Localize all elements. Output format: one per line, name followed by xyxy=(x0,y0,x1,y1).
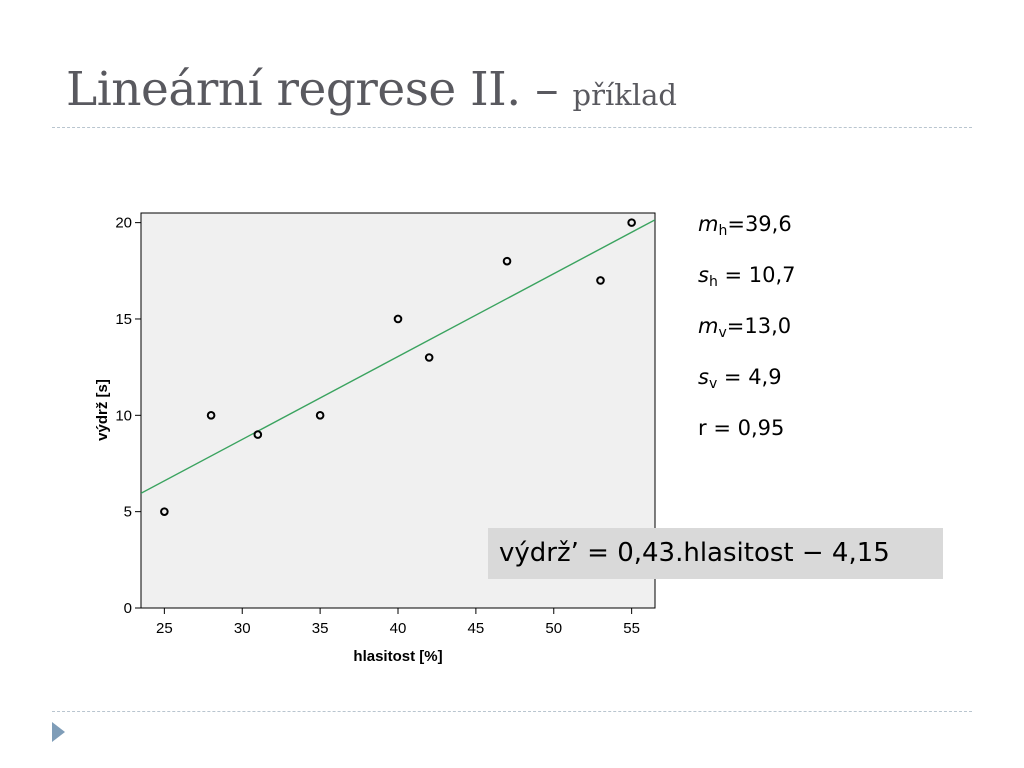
title-divider xyxy=(52,127,972,128)
triangle-bullet-icon xyxy=(52,722,65,742)
y-tick-label: 0 xyxy=(124,600,132,617)
stat-mean-endurance: mv=13,0 xyxy=(698,314,792,341)
y-tick-label: 10 xyxy=(115,407,132,424)
y-tick-label: 20 xyxy=(115,215,132,232)
x-tick-label: 55 xyxy=(623,620,640,637)
data-point xyxy=(206,411,216,420)
regression-equation: výdrž’ = 0,43.hlasitost − 4,15 xyxy=(488,528,943,579)
footer-divider xyxy=(52,711,972,712)
x-tick-label: 45 xyxy=(468,620,485,637)
stat-correlation: r = 0,95 xyxy=(698,416,785,440)
data-point xyxy=(502,256,512,266)
x-tick-label: 30 xyxy=(234,620,251,637)
slide-title: Lineární regrese II. – příklad xyxy=(66,58,677,127)
data-point xyxy=(627,218,636,227)
regression-line xyxy=(141,219,655,494)
x-tick-label: 50 xyxy=(545,620,562,637)
x-axis-title: hlasitost [%] xyxy=(353,648,442,665)
stat-sd-endurance: sv = 4,9 xyxy=(698,365,782,392)
stat-sd-loudness: sh = 10,7 xyxy=(698,263,796,290)
y-axis-title: výdrž [s] xyxy=(94,379,111,441)
data-point xyxy=(315,411,325,420)
statistics-list: mh=39,6 sh = 10,7 mv=13,0 sv = 4,9 r = 0… xyxy=(698,208,796,463)
data-point xyxy=(160,507,169,516)
slide-title-main: Lineární regrese II. – xyxy=(66,62,559,117)
y-tick-label: 15 xyxy=(115,311,132,328)
stat-mean-loudness: mh=39,6 xyxy=(698,212,792,239)
data-point xyxy=(253,430,263,439)
x-tick-label: 40 xyxy=(390,620,407,637)
data-point xyxy=(393,314,403,324)
data-point xyxy=(424,353,434,362)
x-tick-label: 25 xyxy=(156,620,173,637)
x-tick-label: 35 xyxy=(312,620,329,637)
slide-title-sub: příklad xyxy=(572,78,677,112)
y-tick-label: 5 xyxy=(124,504,132,521)
data-point xyxy=(596,276,605,285)
